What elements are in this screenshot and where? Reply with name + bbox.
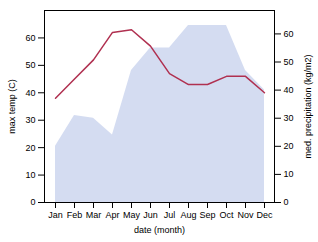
svg-text:50: 50 <box>284 57 294 67</box>
svg-text:20: 20 <box>284 141 294 151</box>
svg-text:40: 40 <box>284 85 294 95</box>
svg-text:Mar: Mar <box>86 210 102 220</box>
svg-text:40: 40 <box>25 88 35 98</box>
svg-text:Nov: Nov <box>237 210 254 220</box>
svg-text:60: 60 <box>25 33 35 43</box>
svg-text:0: 0 <box>284 197 289 207</box>
svg-text:Apr: Apr <box>105 210 119 220</box>
svg-text:May: May <box>123 210 141 220</box>
svg-text:Feb: Feb <box>67 210 83 220</box>
svg-text:Oct: Oct <box>219 210 234 220</box>
svg-text:20: 20 <box>25 143 35 153</box>
svg-text:Sep: Sep <box>199 210 215 220</box>
svg-text:date (month): date (month) <box>134 225 185 235</box>
svg-text:Jan: Jan <box>48 210 63 220</box>
svg-text:10: 10 <box>284 169 294 179</box>
svg-text:0: 0 <box>30 197 35 207</box>
svg-text:Jun: Jun <box>143 210 158 220</box>
svg-text:Dec: Dec <box>256 210 273 220</box>
svg-text:30: 30 <box>284 113 294 123</box>
svg-text:50: 50 <box>25 60 35 70</box>
svg-text:60: 60 <box>284 29 294 39</box>
svg-text:Jul: Jul <box>164 210 176 220</box>
svg-text:Aug: Aug <box>180 210 196 220</box>
svg-text:med. precipitation (kg/m2): med. precipitation (kg/m2) <box>303 54 313 158</box>
svg-text:30: 30 <box>25 115 35 125</box>
svg-text:10: 10 <box>25 170 35 180</box>
svg-text:max temp (C): max temp (C) <box>7 79 17 134</box>
